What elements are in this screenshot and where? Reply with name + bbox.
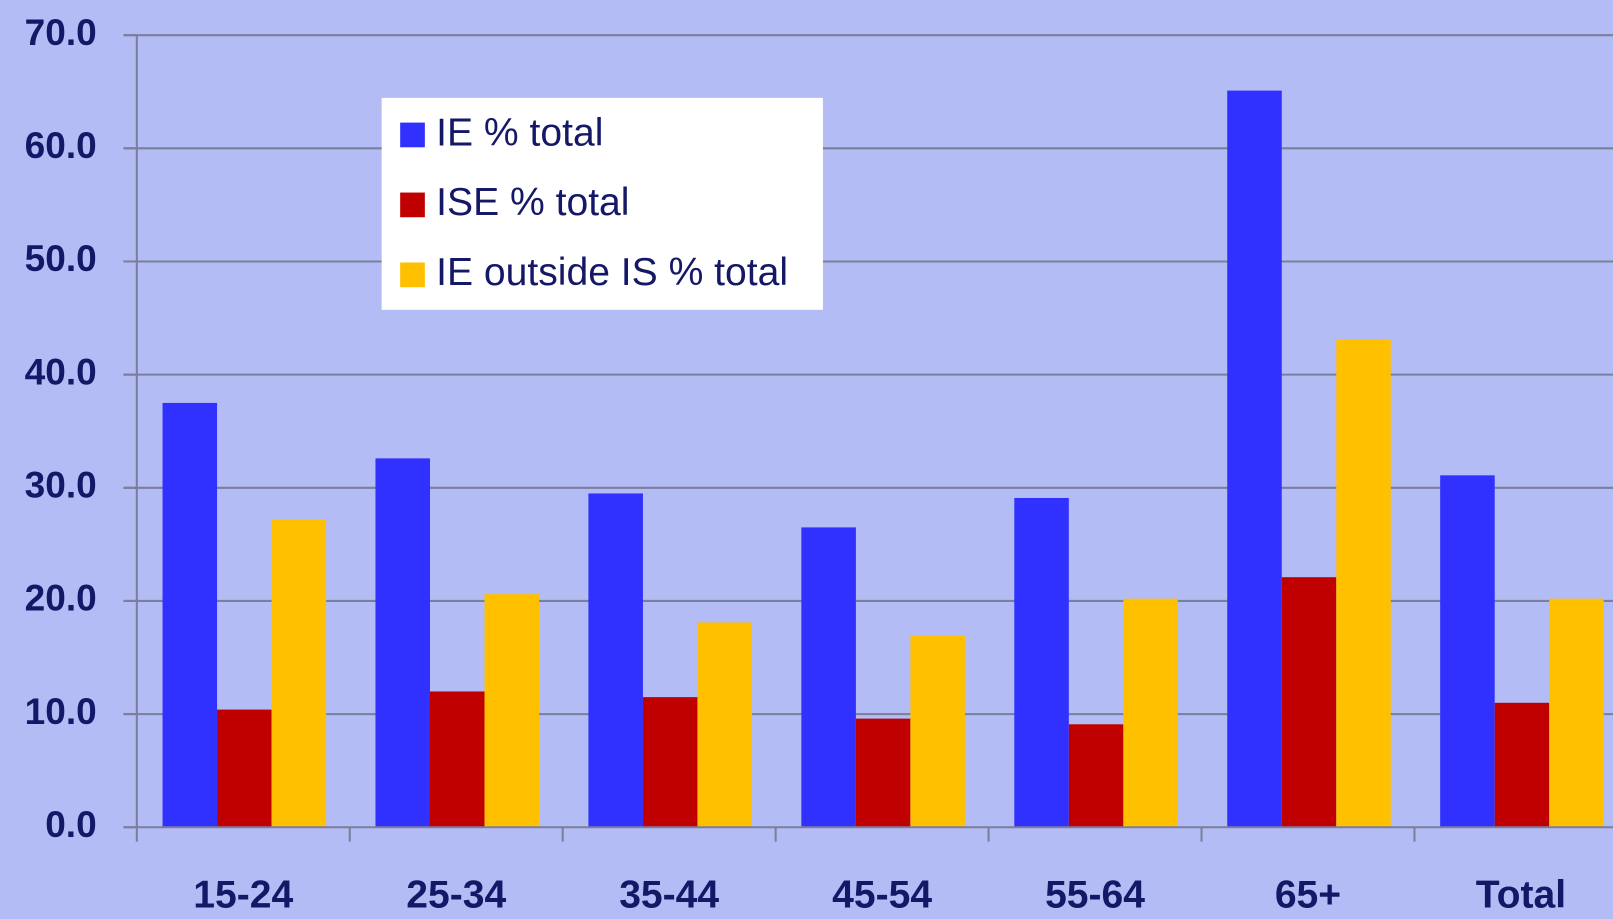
bar [1227, 90, 1282, 828]
x-tick-label: 65+ [1275, 874, 1341, 917]
legend-swatch [400, 122, 425, 148]
y-tick-label: 10.0 [25, 690, 97, 732]
legend-label: IE % total [436, 111, 603, 154]
legend-swatch [400, 192, 425, 218]
bar [217, 709, 272, 828]
bar [642, 697, 698, 828]
y-tick-label: 40.0 [25, 350, 97, 392]
bar [1123, 598, 1178, 828]
y-tick-label: 70.0 [25, 11, 97, 53]
bar [1336, 339, 1391, 828]
bar [1068, 724, 1124, 828]
y-tick-label: 0.0 [45, 803, 96, 845]
x-tick-label: 35-44 [619, 874, 719, 917]
bar [484, 594, 540, 828]
bar [697, 622, 752, 828]
x-tick-label: 45-54 [832, 874, 932, 917]
bar [1014, 497, 1069, 828]
legend-swatch [400, 262, 425, 288]
bar [1440, 475, 1495, 828]
legend-label: ISE % total [436, 181, 629, 224]
x-tick-label: 55-64 [1045, 874, 1145, 917]
x-tick-label: Total [1476, 874, 1566, 917]
bar [588, 493, 643, 828]
bar [1549, 598, 1604, 828]
legend-label: IE outside IS % total [436, 251, 788, 294]
y-tick-label: 60.0 [25, 124, 97, 166]
bar [1494, 702, 1550, 828]
y-tick-label: 30.0 [25, 464, 97, 506]
bar [801, 527, 856, 828]
bar [1281, 577, 1337, 828]
legend-box [381, 97, 823, 310]
legend: IE % total ISE % total IE outside IS % tot… [381, 97, 823, 310]
bar [375, 458, 430, 828]
bar [271, 519, 327, 828]
bar [162, 402, 218, 828]
x-tick-label: 25-34 [406, 874, 506, 917]
x-tick-label: 15-24 [193, 874, 293, 917]
y-tick-label: 20.0 [25, 577, 97, 619]
y-tick-label: 50.0 [25, 237, 97, 279]
bar [910, 636, 965, 828]
bar [855, 718, 911, 828]
bar [429, 691, 485, 828]
